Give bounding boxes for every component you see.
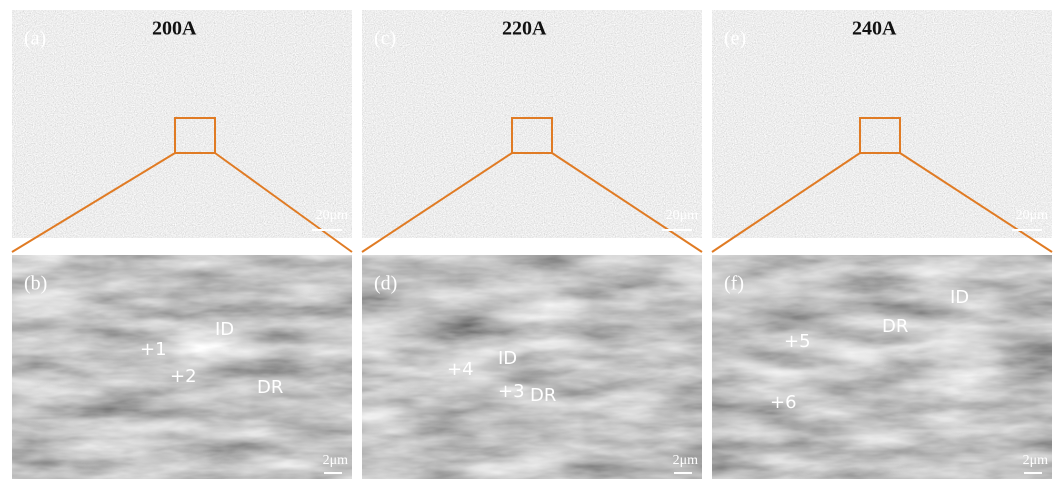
annotation: +6	[770, 392, 797, 413]
current-label: 220A	[502, 18, 547, 40]
annotation: DR	[530, 385, 556, 406]
micrograph-high	[362, 255, 702, 479]
annotation: +2	[170, 366, 197, 387]
annotation: +1	[140, 339, 167, 360]
scale-label: 2μm	[673, 453, 699, 468]
panel-label: (f)	[724, 273, 744, 295]
current-label: 200A	[152, 18, 197, 40]
panel-label: (c)	[374, 28, 396, 50]
annotation: ID	[215, 319, 234, 340]
panel-label: (d)	[374, 273, 397, 295]
current-label: 240A	[852, 18, 897, 40]
scale-label: 2μm	[1023, 453, 1049, 468]
annotation: ID	[950, 287, 969, 308]
panel-label: (b)	[24, 273, 47, 295]
annotation: DR	[257, 377, 283, 398]
annotation: +4	[447, 359, 474, 380]
annotation: DR	[882, 316, 908, 337]
annotation: +3	[498, 381, 525, 402]
scale-label: 20μm	[666, 208, 699, 223]
micrograph-low	[362, 10, 702, 238]
scale-label: 20μm	[1016, 208, 1049, 223]
scale-label: 20μm	[316, 208, 349, 223]
annotation: +5	[784, 331, 811, 352]
panel-label: (e)	[724, 28, 746, 50]
scale-label: 2μm	[323, 453, 349, 468]
micrograph-high	[712, 255, 1052, 479]
panel-grid: (a) 200A 20μm (b) 2μm +1+2 ID DR (c) 220A 20μm (d) 2…	[12, 10, 1052, 479]
panel-label: (a)	[24, 28, 46, 50]
micrograph-low	[12, 10, 352, 238]
annotation: ID	[498, 348, 517, 369]
micrograph-low	[712, 10, 1052, 238]
figure: (a) 200A 20μm (b) 2μm +1+2 ID DR (c) 220A 20μm (d) 2…	[0, 0, 1056, 479]
